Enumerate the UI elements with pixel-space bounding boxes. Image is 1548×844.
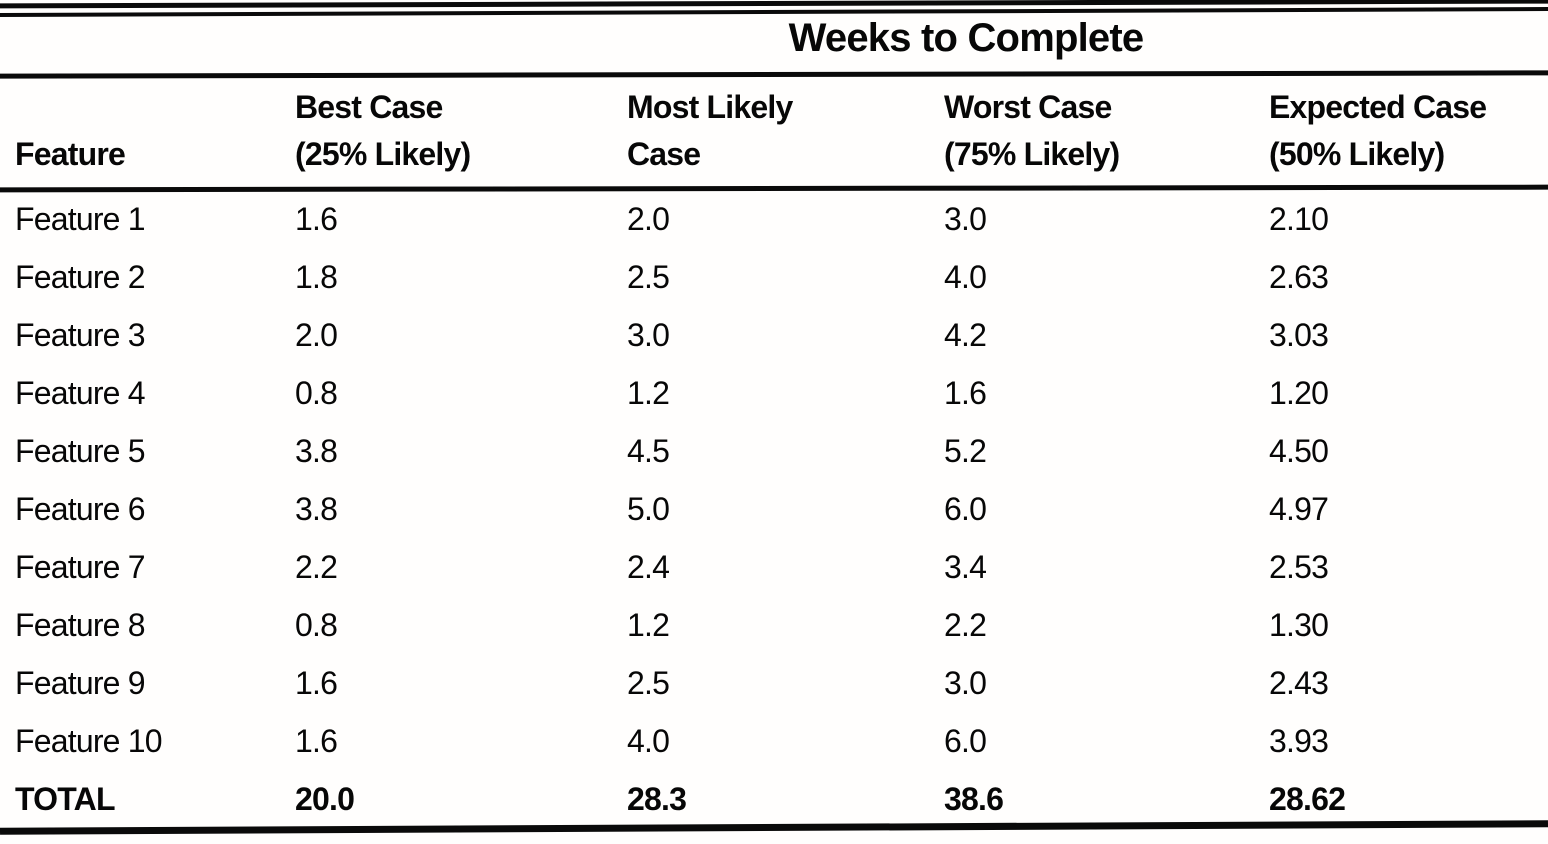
total-most-likely-cell: 28.3 (627, 781, 687, 817)
feature-cell: Feature 8 (15, 607, 146, 643)
table-title: Weeks to Complete (788, 16, 1144, 60)
expected-case-cell: 4.97 (1269, 491, 1329, 527)
expected-case-cell: 3.03 (1269, 317, 1329, 353)
most-likely-cell: 2.5 (627, 259, 670, 295)
worst-case-cell: 6.0 (944, 723, 987, 759)
feature-cell: Feature 3 (15, 317, 146, 353)
most-likely-cell: 3.0 (627, 317, 670, 353)
table-body: Feature 1 1.6 2.0 3.0 2.10 Feature 2 1.8… (15, 190, 1533, 828)
column-header-row: Feature Best Case (25% Likely) Most Like… (15, 80, 1533, 178)
most-likely-cell: 2.0 (627, 201, 670, 237)
most-likely-cell: 1.2 (627, 607, 670, 643)
column-header-line: Best Case (295, 89, 443, 125)
best-case-cell: 0.8 (295, 375, 338, 411)
table-row: Feature 1 1.6 2.0 3.0 2.10 (15, 190, 1533, 248)
rule-below-title (0, 70, 1548, 79)
feature-cell: Feature 9 (15, 665, 146, 701)
expected-case-cell: 1.20 (1269, 375, 1329, 411)
column-header-line: Expected Case (1269, 89, 1487, 125)
feature-cell: Feature 4 (15, 375, 146, 411)
column-header-feature: Feature (15, 131, 295, 178)
best-case-cell: 3.8 (295, 433, 338, 469)
best-case-cell: 1.6 (295, 723, 338, 759)
column-header-line: (50% Likely) (1269, 136, 1445, 172)
worst-case-cell: 3.0 (944, 201, 987, 237)
worst-case-cell: 5.2 (944, 433, 987, 469)
column-header-expected-case: Expected Case (50% Likely) (1269, 84, 1533, 178)
feature-cell: Feature 5 (15, 433, 146, 469)
column-header-line: (75% Likely) (944, 136, 1120, 172)
worst-case-cell: 3.0 (944, 665, 987, 701)
table-row: Feature 3 2.0 3.0 4.2 3.03 (15, 306, 1533, 364)
column-header-line: Worst Case (944, 89, 1112, 125)
total-label-cell: TOTAL (15, 781, 116, 817)
expected-case-cell: 2.43 (1269, 665, 1329, 701)
feature-cell: Feature 10 (15, 723, 163, 759)
best-case-cell: 1.8 (295, 259, 338, 295)
best-case-cell: 3.8 (295, 491, 338, 527)
table-row: Feature 2 1.8 2.5 4.0 2.63 (15, 248, 1533, 306)
expected-case-cell: 3.93 (1269, 723, 1329, 759)
worst-case-cell: 4.2 (944, 317, 987, 353)
best-case-cell: 2.0 (295, 317, 338, 353)
expected-case-cell: 2.53 (1269, 549, 1329, 585)
feature-cell: Feature 1 (15, 201, 146, 237)
expected-case-cell: 4.50 (1269, 433, 1329, 469)
column-header-line: Feature (15, 136, 126, 172)
table-total-row: TOTAL 20.0 28.3 38.6 28.62 (15, 770, 1533, 828)
column-header-line: Most Likely (627, 89, 793, 125)
feature-cell: Feature 2 (15, 259, 146, 295)
table-row: Feature 5 3.8 4.5 5.2 4.50 (15, 422, 1533, 480)
column-header-best-case: Best Case (25% Likely) (295, 84, 627, 178)
worst-case-cell: 2.2 (944, 607, 987, 643)
most-likely-cell: 2.5 (627, 665, 670, 701)
table-row: Feature 9 1.6 2.5 3.0 2.43 (15, 654, 1533, 712)
table-row: Feature 7 2.2 2.4 3.4 2.53 (15, 538, 1533, 596)
column-header-worst-case: Worst Case (75% Likely) (944, 84, 1269, 178)
worst-case-cell: 1.6 (944, 375, 987, 411)
expected-case-cell: 2.63 (1269, 259, 1329, 295)
worst-case-cell: 4.0 (944, 259, 987, 295)
most-likely-cell: 2.4 (627, 549, 670, 585)
feature-cell: Feature 7 (15, 549, 146, 585)
expected-case-cell: 1.30 (1269, 607, 1329, 643)
total-worst-case-cell: 38.6 (944, 781, 1004, 817)
total-best-case-cell: 20.0 (295, 781, 355, 817)
most-likely-cell: 5.0 (627, 491, 670, 527)
best-case-cell: 2.2 (295, 549, 338, 585)
feature-cell: Feature 6 (15, 491, 146, 527)
table-row: Feature 10 1.6 4.0 6.0 3.93 (15, 712, 1533, 770)
column-header-most-likely: Most Likely Case (627, 84, 944, 178)
column-header-line: Case (627, 136, 701, 172)
table-row: Feature 8 0.8 1.2 2.2 1.30 (15, 596, 1533, 654)
most-likely-cell: 1.2 (627, 375, 670, 411)
best-case-cell: 1.6 (295, 201, 338, 237)
expected-case-cell: 2.10 (1269, 201, 1329, 237)
worst-case-cell: 6.0 (944, 491, 987, 527)
most-likely-cell: 4.5 (627, 433, 670, 469)
table-row: Feature 4 0.8 1.2 1.6 1.20 (15, 364, 1533, 422)
total-expected-case-cell: 28.62 (1269, 781, 1346, 817)
best-case-cell: 1.6 (295, 665, 338, 701)
worst-case-cell: 3.4 (944, 549, 987, 585)
most-likely-cell: 4.0 (627, 723, 670, 759)
column-header-line: (25% Likely) (295, 136, 471, 172)
table-row: Feature 6 3.8 5.0 6.0 4.97 (15, 480, 1533, 538)
best-case-cell: 0.8 (295, 607, 338, 643)
